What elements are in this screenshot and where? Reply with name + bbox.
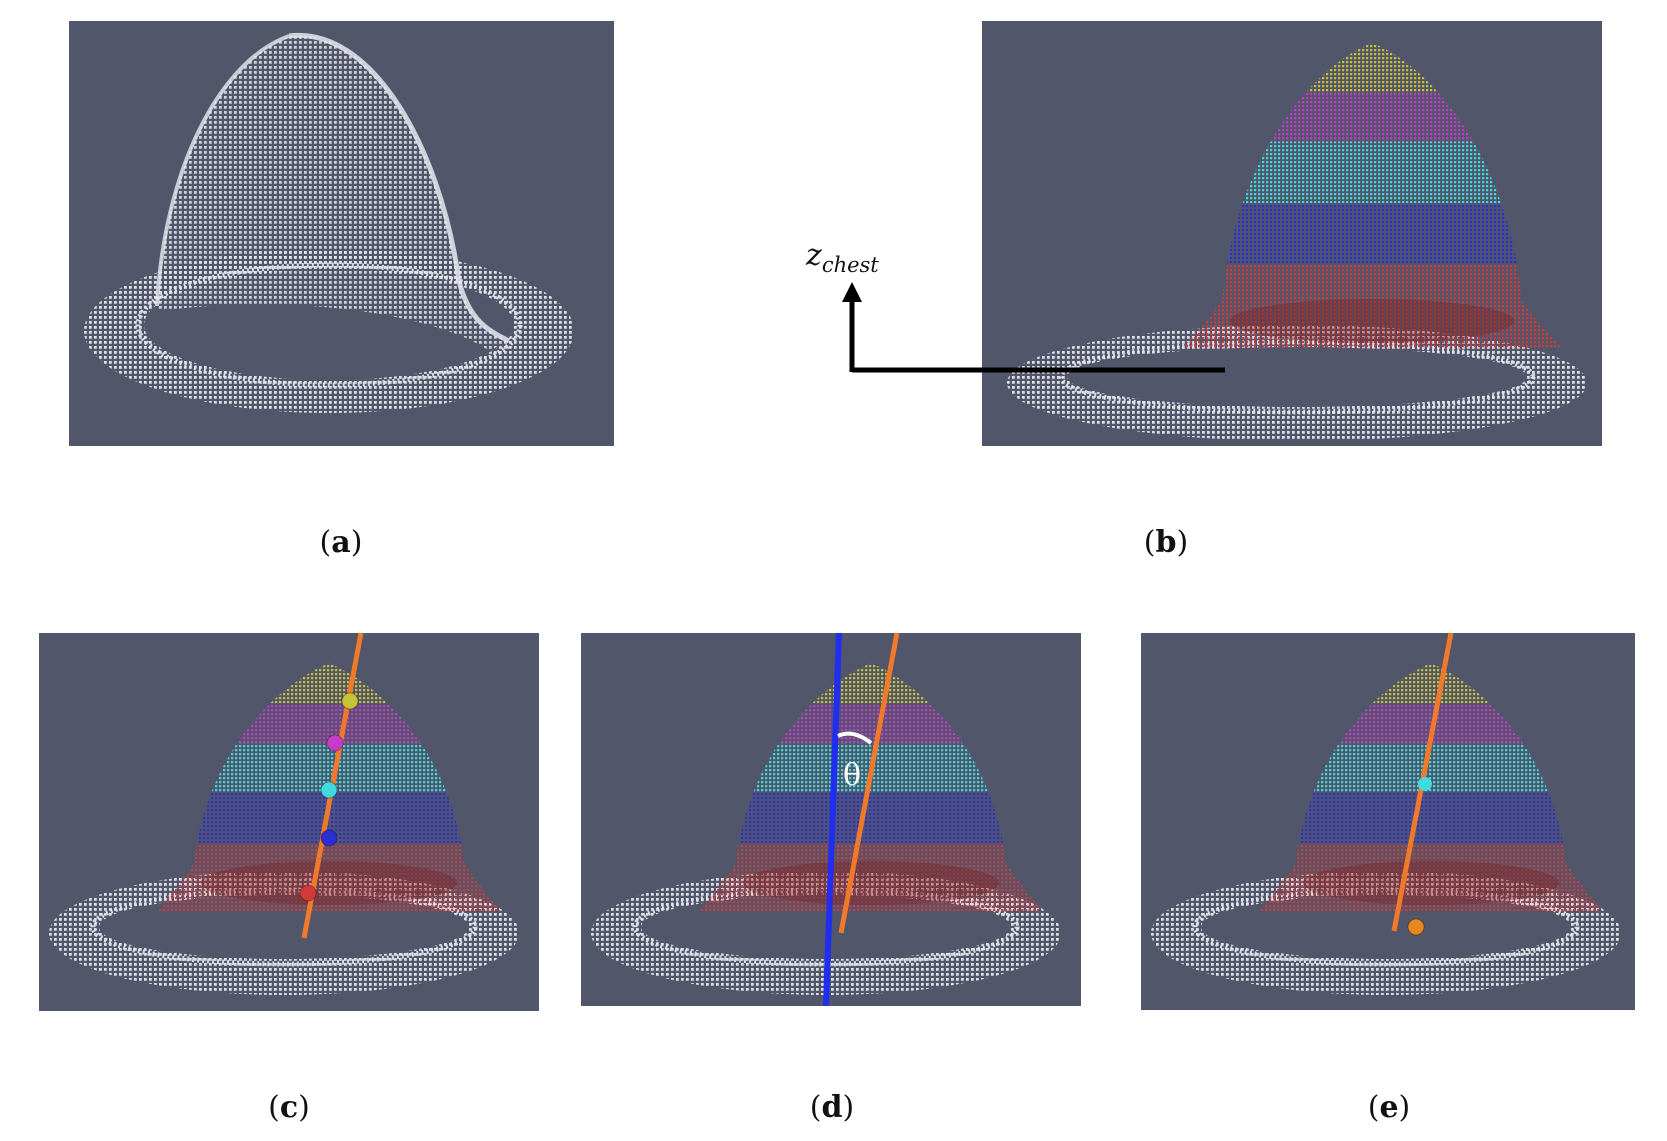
segment-cyan bbox=[1182, 141, 1562, 204]
centroid-marker-yellow bbox=[341, 692, 359, 710]
angle-arc bbox=[837, 731, 873, 745]
segment-blue bbox=[1260, 793, 1602, 843]
panel-b-segmented-cloud bbox=[982, 21, 1602, 446]
segment-cyan bbox=[1260, 743, 1602, 793]
segment-magenta bbox=[158, 703, 500, 743]
base-ring-inner-edge bbox=[1058, 339, 1536, 415]
panel-a-render bbox=[84, 32, 574, 413]
inner-floor bbox=[200, 861, 458, 905]
tilted-axis-line bbox=[838, 633, 900, 934]
dome-body bbox=[157, 35, 509, 352]
segment-yellow bbox=[1260, 663, 1602, 703]
z-chest-sub: chest bbox=[821, 253, 879, 277]
dome-edge-left bbox=[155, 34, 290, 307]
segment-magenta bbox=[700, 703, 1042, 743]
segment-red bbox=[700, 843, 1042, 911]
projected-point-marker bbox=[1407, 918, 1425, 936]
centroid-marker-blue bbox=[320, 829, 338, 847]
segment-magenta bbox=[1182, 92, 1562, 142]
z-chest-label: zchest bbox=[806, 238, 879, 277]
dome-edge-right bbox=[288, 32, 511, 344]
z-chest-axis-arrow bbox=[842, 282, 1225, 373]
segment-blue bbox=[1182, 203, 1562, 265]
caption-e-close: ) bbox=[1398, 1090, 1411, 1125]
panel-c-centroids bbox=[39, 633, 539, 1011]
caption-e-open: ( bbox=[1367, 1090, 1380, 1125]
caption-c-letter: c bbox=[279, 1090, 299, 1125]
caption-a: (a) bbox=[320, 525, 363, 560]
centroid-marker-cyan bbox=[320, 781, 338, 799]
centroid-marker-magenta bbox=[326, 734, 344, 752]
inner-floor bbox=[742, 861, 1000, 905]
panel-e-projection bbox=[1141, 633, 1635, 1010]
caption-a-letter: a bbox=[331, 525, 351, 560]
caption-b-close: ) bbox=[1176, 525, 1189, 560]
segment-red bbox=[158, 843, 500, 911]
caption-b-open: ( bbox=[1143, 525, 1156, 560]
panel-d-render: θ bbox=[591, 633, 1061, 1006]
caption-e: (e) bbox=[1368, 1090, 1411, 1125]
panel-b-render bbox=[1007, 43, 1587, 441]
caption-c-open: ( bbox=[268, 1090, 280, 1125]
caption-c-close: ) bbox=[298, 1090, 310, 1125]
segment-yellow bbox=[158, 663, 500, 703]
panel-e-render bbox=[1151, 633, 1621, 995]
caption-d-letter: d bbox=[821, 1090, 843, 1125]
segment-magenta bbox=[1260, 703, 1602, 743]
caption-d-close: ) bbox=[842, 1090, 855, 1125]
angle-theta-label: θ bbox=[843, 758, 861, 793]
panel-a-point-cloud bbox=[69, 21, 614, 446]
segment-blue bbox=[700, 793, 1042, 843]
inner-floor bbox=[1302, 861, 1560, 905]
segment-cyan bbox=[158, 743, 500, 793]
centroid-marker-cyan bbox=[1418, 777, 1432, 791]
caption-d-open: ( bbox=[809, 1090, 822, 1125]
segment-yellow bbox=[700, 663, 1042, 703]
panel-c-render bbox=[49, 633, 519, 995]
centroid-marker-red bbox=[299, 884, 317, 902]
caption-a-open: ( bbox=[319, 525, 332, 560]
caption-d: (d) bbox=[810, 1090, 854, 1125]
caption-a-close: ) bbox=[350, 525, 363, 560]
base-ring-hole bbox=[1067, 347, 1527, 407]
caption-b-letter: b bbox=[1155, 525, 1177, 560]
segment-yellow bbox=[1182, 43, 1562, 93]
segment-red bbox=[1260, 843, 1602, 911]
inner-floor bbox=[1229, 299, 1515, 343]
caption-e-letter: e bbox=[1379, 1090, 1399, 1125]
vertical-axis-line bbox=[823, 633, 842, 1006]
caption-c: (c) bbox=[268, 1090, 310, 1125]
segment-blue bbox=[158, 793, 500, 843]
caption-b: (b) bbox=[1144, 525, 1188, 560]
base-ring-inner-edge bbox=[135, 262, 523, 388]
segment-red bbox=[1182, 264, 1562, 349]
panel-d-angle: θ bbox=[581, 633, 1081, 1006]
z-chest-main: z bbox=[806, 238, 822, 273]
